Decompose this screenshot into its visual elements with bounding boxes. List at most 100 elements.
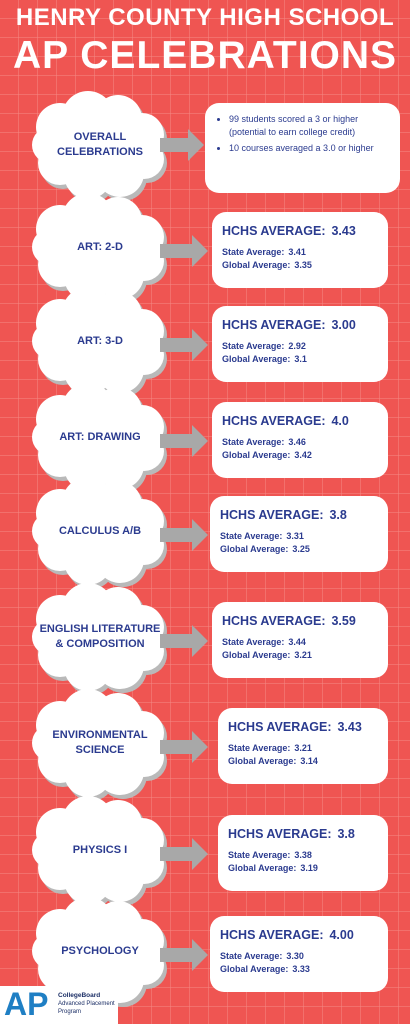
global-average-label: Global Average: <box>228 863 297 873</box>
state-average: State Average: 3.41 <box>222 246 378 259</box>
logo-mark: AP <box>4 986 49 1022</box>
cloud-label-line: PHYSICS I <box>72 843 128 856</box>
logo-text: Program <box>58 1009 82 1015</box>
hchs-average: HCHS AVERAGE: 4.00 <box>220 928 378 942</box>
cloud-label: OVERALL CELEBRATIONS <box>35 130 165 160</box>
state-average: State Average: 3.46 <box>222 436 378 449</box>
arrow <box>160 235 208 267</box>
global-average-value: 3.42 <box>294 450 312 460</box>
cloud-label-line: ART: 2-D <box>77 240 123 253</box>
state-average-label: State Average: <box>220 531 283 541</box>
hchs-average: HCHS AVERAGE: 3.43 <box>222 224 378 238</box>
hchs-label: HCHS AVERAGE: <box>222 614 326 628</box>
info-box: 99 students scored a 3 or higher (potent… <box>205 103 400 193</box>
title-line: AP CELEBRATIONS <box>12 34 398 77</box>
cloud <box>32 383 167 495</box>
info-box: HCHS AVERAGE: 3.43 State Average: 3.41 Globa… <box>212 212 388 288</box>
hchs-label: HCHS AVERAGE: <box>222 414 326 428</box>
cloud-label: ENVIRONMENTAL SCIENCE <box>35 728 165 758</box>
info-box: HCHS AVERAGE: 3.59 State Average: 3.44 Globa… <box>212 602 388 678</box>
state-average: State Average: 3.44 <box>222 636 378 649</box>
hchs-value: 3.8 <box>329 508 347 522</box>
hchs-label: HCHS AVERAGE: <box>228 720 332 734</box>
logo-text: Advanced Placement <box>58 1001 115 1007</box>
state-average: State Average: 3.30 <box>220 950 378 963</box>
cloud-label-line: CELEBRATIONS <box>57 146 143 158</box>
info-box: HCHS AVERAGE: 3.8 State Average: 3.38 Global… <box>218 815 388 891</box>
hchs-average: HCHS AVERAGE: 3.43 <box>228 720 378 734</box>
cloud-label-line: ART: 3-D <box>77 334 123 347</box>
global-average-value: 3.33 <box>292 964 310 974</box>
hchs-value: 3.43 <box>331 224 356 238</box>
hchs-label: HCHS AVERAGE: <box>220 928 324 942</box>
global-average-value: 3.21 <box>294 650 312 660</box>
global-average-label: Global Average: <box>220 544 289 554</box>
cloud <box>32 583 167 695</box>
cloud-label: CALCULUS A/B <box>35 524 165 539</box>
arrow <box>160 129 204 161</box>
state-average-label: State Average: <box>222 247 285 257</box>
hchs-label: HCHS AVERAGE: <box>222 318 326 332</box>
arrow <box>160 838 208 870</box>
arrow <box>160 329 208 361</box>
arrow <box>160 731 208 763</box>
info-box: HCHS AVERAGE: 4.00 State Average: 3.30 Globa… <box>210 916 388 992</box>
global-average-label: Global Average: <box>222 650 291 660</box>
cloud <box>32 477 167 589</box>
cloud-label: ART: 2-D <box>35 240 165 255</box>
global-average: Global Average: 3.19 <box>228 862 378 875</box>
global-average-value: 3.1 <box>294 354 307 364</box>
state-average: State Average: 3.21 <box>228 742 378 755</box>
hchs-value: 3.8 <box>337 827 355 841</box>
arrow <box>160 939 208 971</box>
global-average: Global Average: 3.25 <box>220 543 378 556</box>
state-average: State Average: 3.38 <box>228 849 378 862</box>
state-average-label: State Average: <box>222 437 285 447</box>
hchs-average: HCHS AVERAGE: 4.0 <box>222 414 378 428</box>
cloud-label-line: PSYCHOLOGY <box>61 944 139 957</box>
state-average-value: 3.44 <box>288 637 306 647</box>
hchs-value: 3.43 <box>337 720 362 734</box>
global-average: Global Average: 3.35 <box>222 259 378 272</box>
cloud <box>32 689 167 801</box>
info-box: HCHS AVERAGE: 3.00 State Average: 2.92 Globa… <box>212 306 388 382</box>
cloud-label-line: OVERALL <box>73 131 127 143</box>
global-average-label: Global Average: <box>222 260 291 270</box>
state-average-value: 2.92 <box>288 341 306 351</box>
cloud <box>32 193 167 305</box>
hchs-average: HCHS AVERAGE: 3.00 <box>222 318 378 332</box>
hchs-label: HCHS AVERAGE: <box>228 827 332 841</box>
state-average: State Average: 3.31 <box>220 530 378 543</box>
global-average-label: Global Average: <box>222 354 291 364</box>
global-average-value: 3.19 <box>300 863 318 873</box>
cloud <box>32 796 167 908</box>
state-average-label: State Average: <box>222 637 285 647</box>
bullet-list: 99 students scored a 3 or higher (potent… <box>215 113 390 155</box>
global-average-label: Global Average: <box>228 756 297 766</box>
global-average: Global Average: 3.21 <box>222 649 378 662</box>
global-average: Global Average: 3.1 <box>222 353 378 366</box>
info-box: HCHS AVERAGE: 3.8 State Average: 3.31 Global… <box>210 496 388 572</box>
state-average-value: 3.31 <box>286 531 304 541</box>
logo: AP CollegeBoard Advanced Placement Progr… <box>0 986 118 1024</box>
cloud-label: PHYSICS I <box>35 843 165 858</box>
title-line: HENRY COUNTY HIGH SCHOOL <box>15 4 395 31</box>
info-box: HCHS AVERAGE: 4.0 State Average: 3.46 Global… <box>212 402 388 478</box>
global-average: Global Average: 3.14 <box>228 755 378 768</box>
cloud <box>32 287 167 399</box>
hchs-average: HCHS AVERAGE: 3.8 <box>220 508 378 522</box>
cloud-label-line: CALCULUS A/B <box>58 524 142 537</box>
state-average-value: 3.41 <box>288 247 306 257</box>
cloud-label-line: ART: DRAWING <box>59 430 141 443</box>
cloud-label-line: ENVIRONMENTAL <box>52 729 148 741</box>
arrow <box>160 625 208 657</box>
state-average-label: State Average: <box>222 341 285 351</box>
global-average-label: Global Average: <box>220 964 289 974</box>
arrow <box>160 425 208 457</box>
global-average-value: 3.35 <box>294 260 312 270</box>
global-average-label: Global Average: <box>222 450 291 460</box>
cloud-label-line: SCIENCE <box>75 744 125 756</box>
bullet: 10 courses averaged a 3.0 or higher <box>229 142 390 155</box>
cloud-label-line: & COMPOSITION <box>55 638 145 650</box>
state-average-value: 3.21 <box>294 743 312 753</box>
